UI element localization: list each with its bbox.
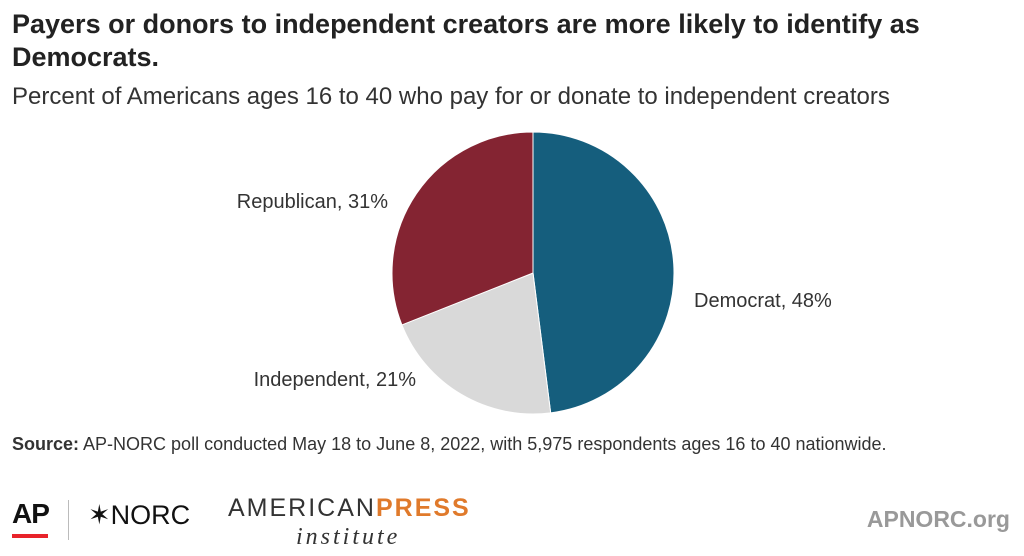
api-logo-institute: institute — [296, 524, 401, 550]
norc-logo: ✶NORC — [88, 500, 191, 530]
source-label: Source: — [12, 434, 80, 454]
pie-label-democrat: Democrat, 48% — [694, 290, 832, 312]
api-logo-american: AMERICAN — [228, 494, 376, 522]
site-link[interactable]: APNORC.org — [866, 506, 1010, 532]
pie-slice-republican — [391, 131, 534, 326]
chart-subtitle: Percent of Americans ages 16 to 40 who p… — [12, 83, 890, 110]
pie-labels: Democrat, 48% Independent, 21% Republican,… — [237, 191, 832, 391]
ap-logo-underline — [12, 534, 48, 538]
footer-logos: AP ✶NORC AMERICANPRESS institute APNORC.… — [0, 488, 1024, 556]
logo-divider — [68, 500, 69, 540]
api-logo-press: PRESS — [375, 494, 471, 522]
pie-slice-democrat — [532, 131, 675, 414]
pie-label-independent: Independent, 21% — [254, 369, 417, 391]
american-press-institute-logo: AMERICANPRESS — [228, 494, 471, 523]
source-text: AP-NORC poll conducted May 18 to June 8,… — [79, 434, 887, 454]
pie-slice-independent — [401, 272, 552, 415]
chart-title: Payers or donors to independent creators… — [12, 9, 920, 72]
pie-slices — [391, 131, 675, 415]
source-note: Source: AP-NORC poll conducted May 18 to… — [12, 432, 1012, 456]
pie-label-republican: Republican, 31% — [237, 191, 388, 213]
ap-logo: AP — [12, 498, 50, 529]
